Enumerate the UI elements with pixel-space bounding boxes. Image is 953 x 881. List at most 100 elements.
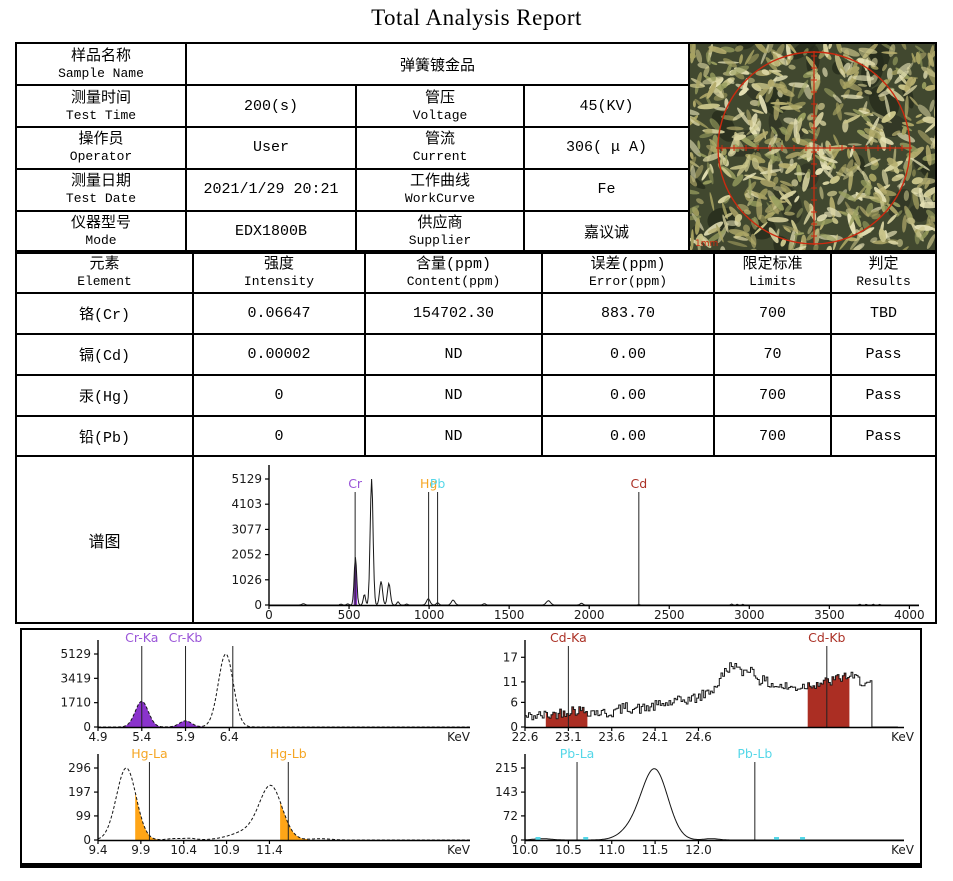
workcurve-label: 工作曲线 WorkCurve <box>355 168 525 212</box>
cr-intensity: 0.06647 <box>192 292 366 335</box>
pb-limit: 700 <box>713 415 832 457</box>
pb-intensity: 0 <box>192 415 366 457</box>
svg-text:4000: 4000 <box>894 608 925 619</box>
svg-text:KeV: KeV <box>891 843 915 857</box>
element-table-header: 元素 Element 强度 Intensity 含量(ppm) Content(… <box>15 250 937 294</box>
svg-text:11.5: 11.5 <box>642 843 669 857</box>
svg-text:11.0: 11.0 <box>598 843 625 857</box>
svg-text:1500: 1500 <box>494 608 525 619</box>
svg-text:5.9: 5.9 <box>176 730 195 744</box>
cr-limit: 700 <box>713 292 832 335</box>
svg-text:0: 0 <box>83 833 91 847</box>
header-error: 误差(ppm) Error(ppm) <box>541 250 715 294</box>
svg-text:2500: 2500 <box>654 608 685 619</box>
svg-text:0: 0 <box>254 598 262 612</box>
svg-text:3500: 3500 <box>814 608 845 619</box>
cr-error: 883.70 <box>541 292 715 335</box>
svg-text:215: 215 <box>495 761 518 775</box>
svg-text:197: 197 <box>68 785 91 799</box>
svg-text:Pb-Lb: Pb-Lb <box>737 747 772 761</box>
svg-text:11.4: 11.4 <box>256 843 283 857</box>
header-intensity: 强度 Intensity <box>192 250 366 294</box>
operator-value: User <box>185 125 357 171</box>
pb-element: 铅(Pb) <box>15 415 194 457</box>
header-element: 元素 Element <box>15 250 194 294</box>
svg-text:296: 296 <box>68 761 91 775</box>
hg-limit: 700 <box>713 374 832 417</box>
svg-text:9.4: 9.4 <box>88 843 107 857</box>
voltage-label: 管压 Voltage <box>355 84 525 128</box>
hg-error: 0.00 <box>541 374 715 417</box>
svg-text:Cr-Kb: Cr-Kb <box>169 631 203 645</box>
svg-text:4.9: 4.9 <box>88 730 107 744</box>
cd-intensity: 0.00002 <box>192 333 366 376</box>
svg-text:9.9: 9.9 <box>131 843 150 857</box>
hg-detail-chart: 9.4 9.9 10.4 10.9 11.4 0 99 197 296 KeV Hg-La Hg-Lb <box>26 746 476 867</box>
sample-name-label-zh: 样品名称 <box>70 47 131 65</box>
main-spectrum-chart: 0 500 1000 1500 2000 2500 3000 3500 4000 0 1026 205… <box>195 458 934 621</box>
cr-content: 154702.30 <box>364 292 543 335</box>
svg-text:22.6: 22.6 <box>512 730 539 744</box>
svg-text:KeV: KeV <box>891 730 915 744</box>
header-results: 判定 Results <box>830 250 937 294</box>
cd-detail-chart: 22.6 23.1 23.6 24.1 24.6 0 6 11 17 KeV Cd-Ka Cd-Kb <box>480 630 920 752</box>
workcurve-value: Fe <box>523 168 690 212</box>
supplier-value: 嘉议诚 <box>523 209 690 255</box>
header-content: 含量(ppm) Content(ppm) <box>364 250 543 294</box>
sample-photo: 1mm <box>688 42 937 254</box>
cd-error: 0.00 <box>541 333 715 376</box>
svg-text:0: 0 <box>265 608 273 619</box>
svg-text:0: 0 <box>83 720 91 734</box>
sample-name-value: 弹簧镀金品 <box>185 41 690 87</box>
svg-text:0: 0 <box>510 833 518 847</box>
instrument-model-label: 仪器型号 Mode <box>15 209 187 255</box>
svg-text:Cd: Cd <box>630 476 647 491</box>
svg-text:17: 17 <box>503 650 518 664</box>
current-value: 306( μ A) <box>523 125 690 171</box>
svg-text:2000: 2000 <box>574 608 605 619</box>
svg-text:0: 0 <box>510 720 518 734</box>
pb-detail-chart: 10.0 10.5 11.0 11.5 12.0 0 72 143 215 KeV Pb-La Pb-… <box>480 746 920 867</box>
pb-content: ND <box>364 415 543 457</box>
svg-text:10.5: 10.5 <box>555 843 582 857</box>
svg-text:3000: 3000 <box>734 608 765 619</box>
svg-text:6.4: 6.4 <box>220 730 239 744</box>
sample-name-label-en: Sample Name <box>58 65 144 81</box>
svg-text:Pb-La: Pb-La <box>560 747 595 761</box>
svg-text:Cr: Cr <box>348 476 363 491</box>
svg-text:KeV: KeV <box>447 730 471 744</box>
hg-result: Pass <box>830 374 937 417</box>
svg-text:KeV: KeV <box>447 843 471 857</box>
svg-text:3077: 3077 <box>231 522 262 536</box>
page-title: Total Analysis Report <box>371 5 582 30</box>
svg-text:Hg-La: Hg-La <box>131 747 167 761</box>
test-time-label: 测量时间 Test Time <box>15 84 187 128</box>
svg-text:5129: 5129 <box>231 472 262 486</box>
svg-text:1026: 1026 <box>231 573 262 587</box>
svg-text:23.6: 23.6 <box>598 730 625 744</box>
cd-content: ND <box>364 333 543 376</box>
table-row-hg: 汞(Hg) 0 ND 0.00 700 Pass <box>15 374 937 417</box>
svg-text:3419: 3419 <box>60 671 91 685</box>
svg-text:10.9: 10.9 <box>213 843 240 857</box>
svg-text:Cd-Ka: Cd-Ka <box>550 631 587 645</box>
spectrum-chart-cell: 0 500 1000 1500 2000 2500 3000 3500 4000 0 1026 205… <box>192 455 937 624</box>
svg-text:10.4: 10.4 <box>170 843 197 857</box>
svg-text:1000: 1000 <box>414 608 445 619</box>
detail-charts-panel: 4.9 5.4 5.9 6.4 0 1710 3419 5129 KeV Cr-Ka Cr-Kb 2… <box>20 628 922 868</box>
svg-text:1mm: 1mm <box>695 239 718 249</box>
cr-detail-chart: 4.9 5.4 5.9 6.4 0 1710 3419 5129 KeV Cr-Ka Cr-Kb <box>26 630 476 752</box>
svg-text:72: 72 <box>503 809 518 823</box>
svg-text:1710: 1710 <box>60 696 91 710</box>
header-limits: 限定标准 Limits <box>713 250 832 294</box>
svg-text:Hg-Lb: Hg-Lb <box>270 747 307 761</box>
svg-text:Pb: Pb <box>430 476 446 491</box>
sample-name-label: 样品名称 Sample Name <box>15 41 187 87</box>
spectrum-row: 谱图 0 500 1000 1500 2000 2500 3000 3500 4000 0 1026… <box>15 455 937 624</box>
current-label: 管流 Current <box>355 125 525 171</box>
instrument-model-value: EDX1800B <box>185 209 357 255</box>
cd-limit: 70 <box>713 333 832 376</box>
cd-result: Pass <box>830 333 937 376</box>
svg-text:12.0: 12.0 <box>685 843 712 857</box>
